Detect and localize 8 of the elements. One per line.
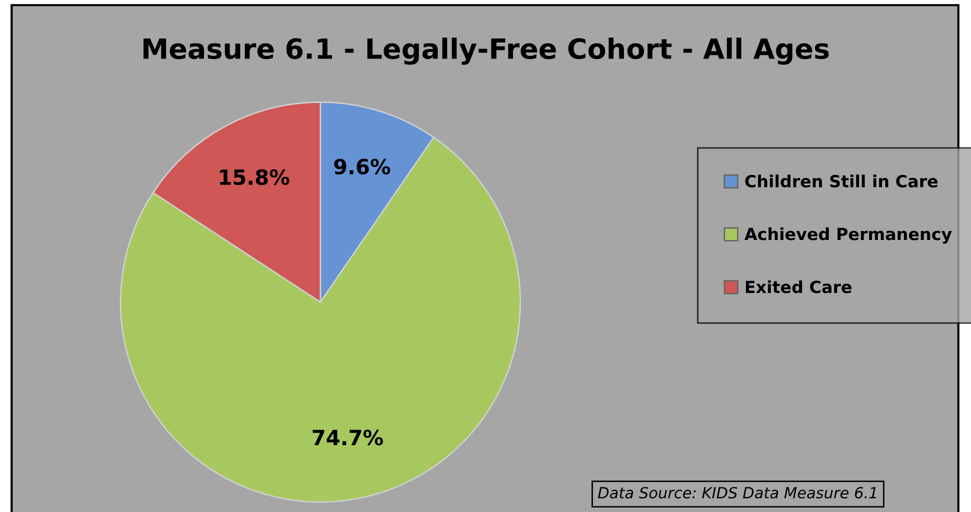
data-label: 74.7% [312,430,383,446]
legend-label: Exited Care [746,280,852,294]
data-label: 9.6% [334,158,390,174]
chart-title: Measure 6.1 - Legally-Free Cohort - All Ages [144,38,829,65]
data-label: 15.8% [220,169,290,186]
legend-label: Children Still in Care [745,174,938,188]
legend-label: Achieved Permanency [744,227,952,244]
source-note: Data Source: KIDS Data Measure 6.1 [598,486,876,499]
